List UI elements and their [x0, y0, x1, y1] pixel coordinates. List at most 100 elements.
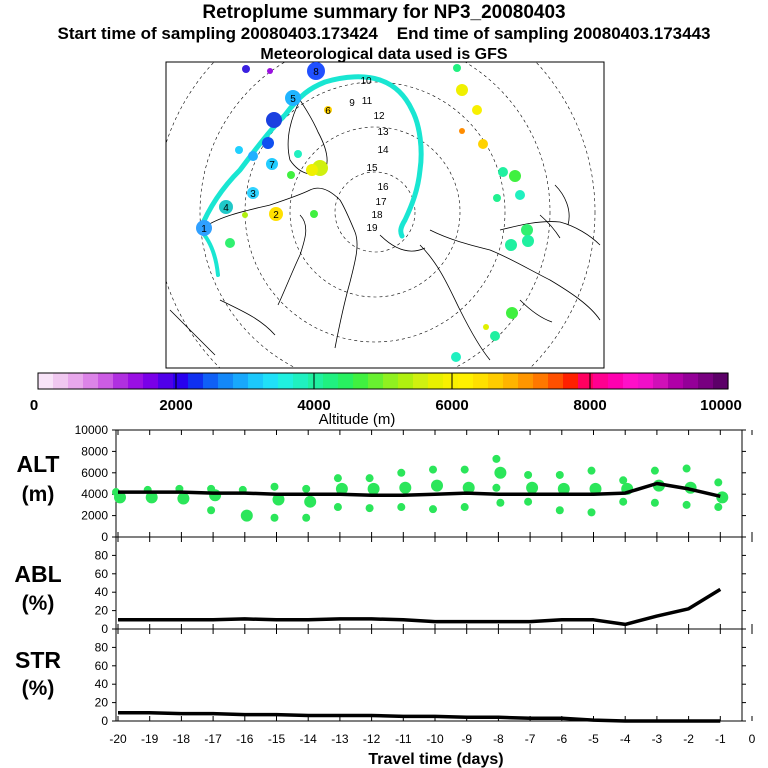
y-tick-label: 0: [101, 714, 108, 728]
day-label: 12: [373, 111, 385, 122]
x-tick-label: -4: [620, 732, 631, 746]
colorbar-tick-label: 4000: [297, 397, 330, 414]
str-label: STR: [15, 647, 61, 673]
map-marker: [493, 194, 501, 202]
colorbar-swatch: [248, 373, 264, 389]
day-marker: [324, 106, 332, 114]
map-marker: [490, 331, 500, 341]
alt-marker: [714, 503, 723, 512]
coastline-misc: [519, 184, 570, 323]
alt-marker: [557, 482, 570, 495]
sampling-times: Start time of sampling 20080403.173424 E…: [0, 24, 768, 44]
x-tick-label: -3: [652, 732, 663, 746]
map-marker: [453, 64, 461, 72]
colorbar-swatch: [143, 373, 159, 389]
alt-marker: [240, 509, 253, 522]
day-label: 5: [290, 94, 296, 105]
day-marker: [269, 207, 283, 221]
alt-marker: [460, 503, 469, 512]
alt-marker: [462, 481, 475, 494]
day-marker: [266, 158, 278, 170]
alt-marker: [114, 491, 126, 504]
day-label: 13: [377, 127, 389, 138]
colorbar-swatch: [533, 373, 549, 389]
alt-marker: [492, 483, 501, 492]
colorbar-tick-label: 6000: [435, 397, 468, 414]
lat-circle: [166, 62, 596, 368]
day-label: 8: [313, 67, 319, 78]
alt-marker: [650, 498, 659, 507]
day-label: 18: [371, 210, 383, 221]
y-tick-label: 0: [101, 622, 108, 636]
day-label: 4: [223, 203, 229, 214]
colorbar-swatch: [683, 373, 699, 389]
colorbar-swatch: [173, 373, 189, 389]
day-marker: [285, 90, 301, 106]
x-tick-label: -9: [461, 732, 472, 746]
colorbar-swatch: [668, 373, 684, 389]
day-label: 16: [377, 182, 389, 193]
str-series-line: [118, 710, 721, 723]
alt-marker: [619, 497, 628, 506]
colorbar-swatch: [428, 373, 444, 389]
x-tick-label: -14: [300, 732, 318, 746]
colorbar-frame: [37, 372, 729, 390]
colorbar-swatch: [293, 373, 309, 389]
map-marker: [521, 224, 533, 236]
x-tick-label: -13: [331, 732, 349, 746]
y-tick-label: 80: [95, 640, 109, 654]
x-axis-label: Travel time (days): [368, 751, 503, 768]
y-tick-label: 80: [95, 548, 109, 562]
map-marker: [242, 212, 248, 218]
colorbar-swatch: [203, 373, 219, 389]
colorbar-swatch: [398, 373, 414, 389]
day-label: 3: [250, 189, 256, 200]
y-tick-label: 60: [95, 659, 109, 673]
abl-frame: [115, 536, 743, 630]
y-tick-label: 6000: [81, 466, 108, 480]
alt-marker: [397, 468, 406, 477]
colorbar-swatch: [578, 373, 594, 389]
map-marker: [478, 139, 488, 149]
map-marker: [248, 151, 258, 161]
day-label: 11: [362, 96, 373, 107]
x-tick-label: -8: [493, 732, 504, 746]
alt-label: ALT: [16, 451, 59, 477]
alt-marker: [526, 481, 539, 494]
x-tick-label: -6: [556, 732, 567, 746]
alt-marker: [399, 481, 412, 494]
alt-frame: [115, 429, 743, 538]
day-marker: [219, 200, 233, 214]
day-marker: [247, 187, 259, 199]
alt-marker: [494, 466, 507, 479]
plume-trajectory: [197, 74, 424, 239]
colorbar-swatch: [473, 373, 489, 389]
map-marker: [472, 105, 482, 115]
abl-unit-label: (%): [22, 592, 55, 615]
alt-marker: [207, 506, 216, 515]
map-marker: [242, 65, 250, 73]
x-tick-label: -2: [683, 732, 694, 746]
met-data-line: Meteorological data used is GFS: [260, 46, 508, 63]
abl-series-line: [118, 587, 722, 627]
colorbar: 0 2000 4000 6000 8000 10000 Altitude (m): [30, 372, 742, 428]
alt-marker: [333, 503, 342, 512]
map-marker: [310, 210, 318, 218]
day-label: 7: [269, 160, 275, 171]
map-marker: [522, 235, 534, 247]
map-marker: [515, 190, 525, 200]
alt-marker: [460, 465, 469, 474]
alt-marker: [335, 482, 348, 495]
y-tick-label: 60: [95, 567, 109, 581]
map-marker: [267, 68, 273, 74]
x-tick-label: -1: [715, 732, 726, 746]
x-tick-label: -17: [204, 732, 222, 746]
alt-marker: [270, 513, 279, 522]
alt-marker: [587, 508, 596, 517]
colorbar-swatch: [278, 373, 294, 389]
colorbar-swatch: [458, 373, 474, 389]
